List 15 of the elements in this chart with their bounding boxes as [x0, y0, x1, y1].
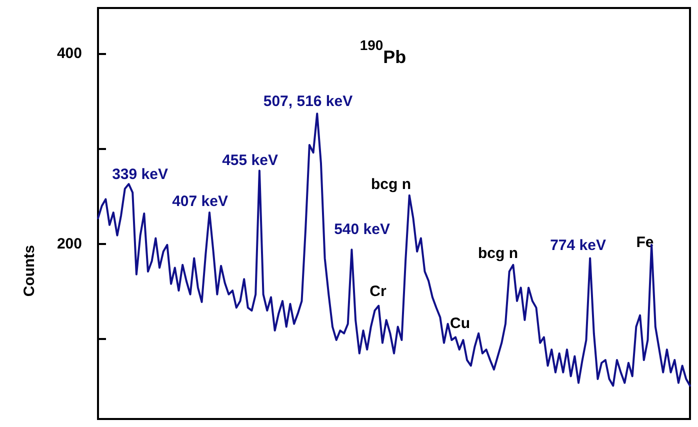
annotation: Fe [636, 234, 654, 251]
annotation: 507, 516 keV [263, 93, 353, 110]
annotation: 339 keV [112, 166, 168, 183]
y-axis-title: Counts [21, 244, 38, 297]
annotation: 407 keV [172, 193, 228, 210]
y-tick-label: 400 [56, 45, 82, 62]
annotation: 774 keV [550, 237, 606, 254]
annotation: bcg n [371, 176, 411, 193]
annotation: Cu [450, 315, 470, 332]
annotation: bcg n [478, 245, 518, 262]
annotation: 540 keV [334, 221, 390, 238]
line-series [97, 112, 691, 387]
annotation: 455 keV [222, 152, 278, 169]
annotation: Cr [370, 283, 386, 300]
y-tick-label: 200 [56, 235, 82, 252]
